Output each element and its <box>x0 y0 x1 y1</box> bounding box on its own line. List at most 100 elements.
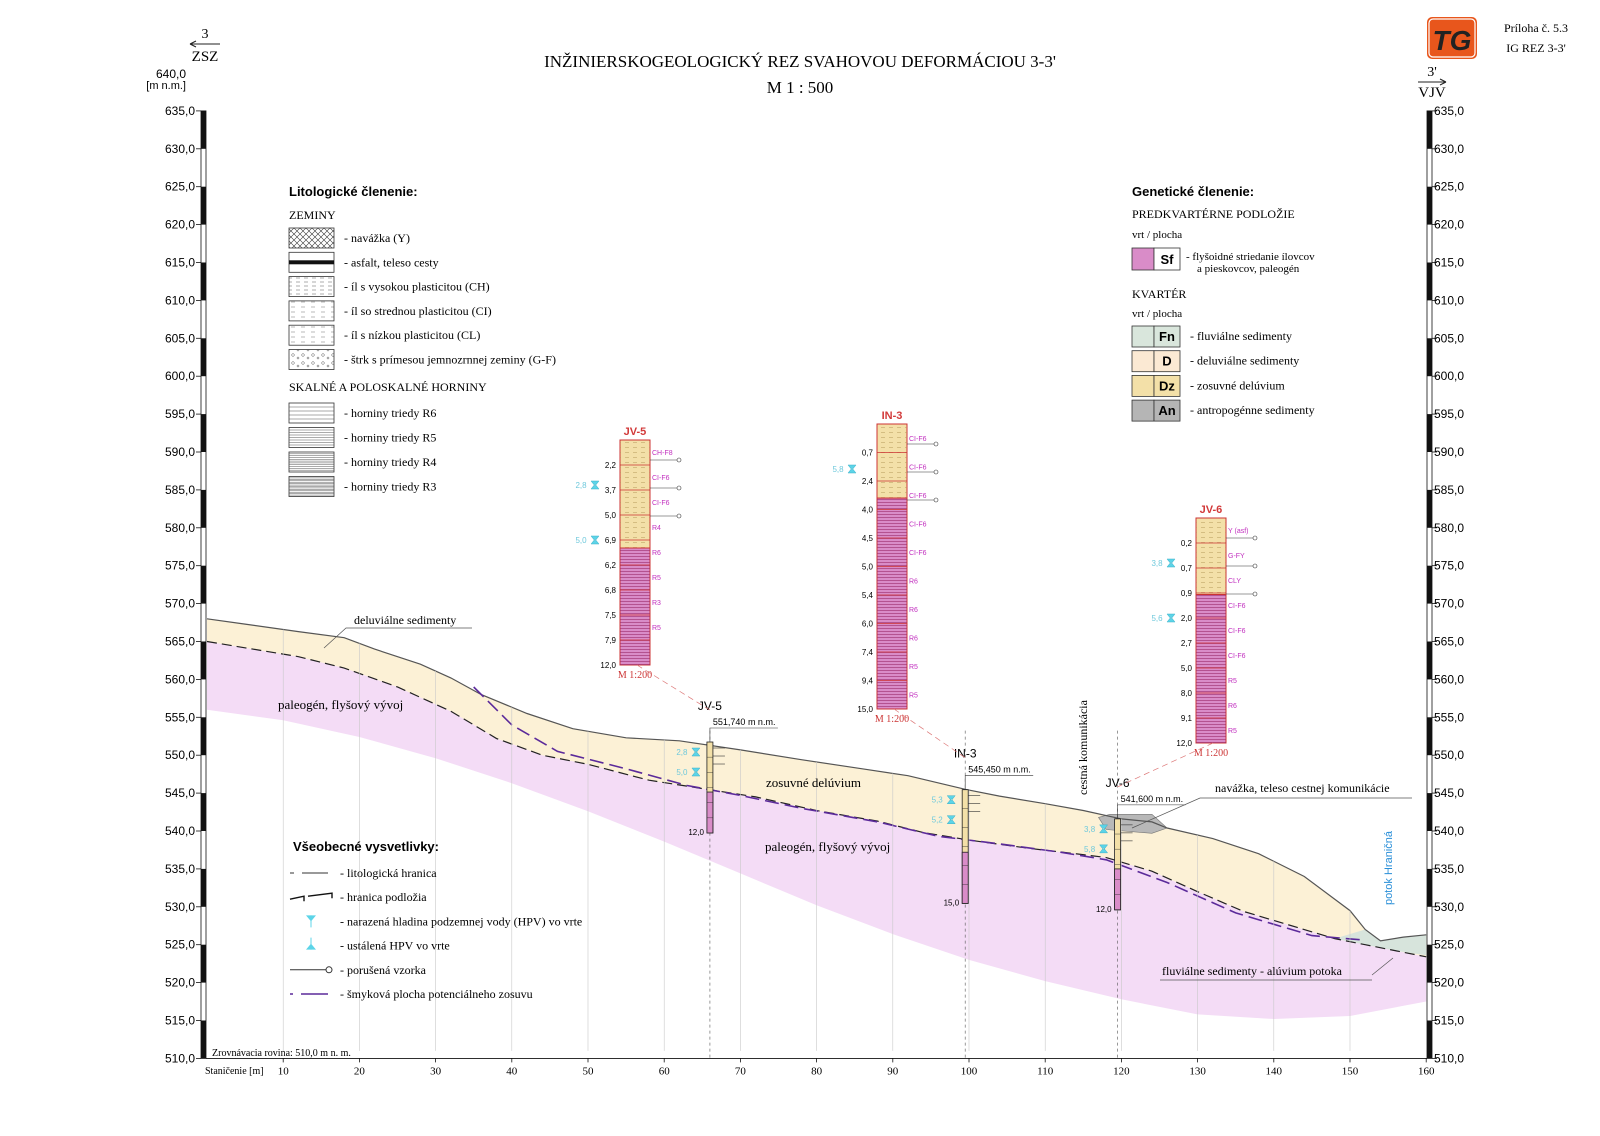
elev-label-right: 590,0 <box>1434 445 1464 459</box>
prequat-heading: PREDKVARTÉRNE PODLOŽIE <box>1132 207 1295 221</box>
log-scale: M 1:200 <box>875 714 909 725</box>
log-depth: 0,2 <box>1181 539 1193 548</box>
legend-label: - íl so strednou plasticitou (CI) <box>344 304 492 318</box>
station-label: 100 <box>961 1065 978 1077</box>
general-legend-item: - hranica podložia <box>289 890 427 904</box>
elev-label-right: 525,0 <box>1434 938 1464 952</box>
general-legend-label: - šmyková plocha potenciálneho zosuvu <box>340 987 533 1001</box>
elev-unit-top: 640,0 <box>156 67 186 81</box>
station-label: 90 <box>887 1065 899 1077</box>
elev-label-left: 530,0 <box>165 900 195 914</box>
elev-label-right: 620,0 <box>1434 218 1464 232</box>
soils-heading: ZEMINY <box>289 208 336 222</box>
scale-segment <box>201 414 206 452</box>
genetic-swatch-left <box>1131 399 1155 422</box>
log-class: R6 <box>909 579 918 586</box>
legend-swatch <box>288 300 335 322</box>
log-rock-pattern <box>877 498 907 709</box>
borehole-logs: JV-5 2,2 3,7 5,0 6,9 6,2 6,8 7,5 7,9 12,0 CH-F8 CI-… <box>575 410 1258 788</box>
elev-label-right: 515,0 <box>1434 1014 1464 1028</box>
general-legend-item: - porušená vzorka <box>290 963 427 977</box>
genetic-legend: Genetické členenie: PREDKVARTÉRNE PODLOŽ… <box>1131 184 1315 422</box>
genetic-label: - deluviálne sedimenty <box>1190 354 1299 368</box>
log-title: JV-5 <box>624 426 647 438</box>
scale-segment <box>1427 414 1432 452</box>
log-class: R5 <box>1228 678 1237 685</box>
genetic-label: - fluviálne sedimenty <box>1190 329 1292 343</box>
legend-swatch <box>288 324 335 346</box>
legend-swatch <box>288 276 335 298</box>
elev-label-right: 510,0 <box>1434 1051 1464 1065</box>
gw-value: 5,3 <box>932 796 944 805</box>
elev-label-right: 635,0 <box>1434 104 1464 118</box>
elev-label-left: 570,0 <box>165 597 195 611</box>
log-depth: 12,0 <box>600 661 616 670</box>
fluvial-zone <box>1334 929 1427 956</box>
boreholes-in-section: JV-5 551,740 m n.m. 12,0 2,8 5,0 IN-3 545,450 … <box>676 699 1186 1059</box>
lithology-legend-item: - horniny triedy R4 <box>288 451 436 473</box>
log-connector <box>1117 742 1214 788</box>
sample-icon <box>676 485 682 491</box>
elev-label-right: 615,0 <box>1434 256 1464 270</box>
scale-segment <box>1427 717 1432 756</box>
scale-segment <box>1427 110 1432 149</box>
general-legend-label: - hranica podložia <box>340 890 427 904</box>
annex-label: Príloha č. 5.3 <box>1504 21 1568 35</box>
genetic-legend-item: Dz - zosuvné delúvium <box>1131 374 1285 397</box>
legend-label: - štrk s prímesou jemnozrnnej zeminy (G-… <box>344 353 556 367</box>
chainage-label: Staničenie [m] <box>205 1066 264 1077</box>
leader-road-fill <box>1131 797 1412 829</box>
terrain-line <box>206 618 1427 942</box>
elev-label-left: 555,0 <box>165 710 195 724</box>
elev-label-right: 545,0 <box>1434 786 1464 800</box>
label-road: cestná komunikácia <box>1076 699 1090 795</box>
scale-segment <box>201 565 206 604</box>
elev-label-left: 585,0 <box>165 483 195 497</box>
borehole-elevation: 541,600 m n.m. <box>1121 794 1184 804</box>
log-class: R5 <box>909 664 918 671</box>
elev-label-left: 630,0 <box>165 142 195 156</box>
groundwater-icon <box>590 480 600 490</box>
log-class: R6 <box>909 636 918 643</box>
log-depth: 6,9 <box>605 536 617 545</box>
scale: M 1 : 500 <box>767 78 834 97</box>
log-class: Y (asf) <box>1228 528 1249 535</box>
genetic-swatch-left <box>1131 247 1155 271</box>
borehole-id: JV-6 <box>1106 776 1130 790</box>
log-depth: 2,2 <box>605 461 617 470</box>
genetic-legend-title: Genetické členenie: <box>1132 184 1254 199</box>
genetic-swatch-left <box>1131 350 1155 373</box>
genetic-code-box <box>1153 374 1181 397</box>
log-rock-pattern <box>1196 594 1226 743</box>
scale-segment <box>201 1020 206 1059</box>
borehole-depth: 15,0 <box>944 898 960 907</box>
log-soil-pattern <box>1196 518 1226 595</box>
sample-icon <box>676 457 682 463</box>
station-label: 120 <box>1113 1065 1130 1077</box>
log-class: CI-F6 <box>1228 653 1246 660</box>
scale-segment <box>201 262 206 301</box>
scale-segment <box>1427 793 1432 831</box>
station-label: 20 <box>354 1065 366 1077</box>
legend-label: - horniny triedy R4 <box>344 455 436 469</box>
elev-label-left: 550,0 <box>165 748 195 762</box>
log-scale: M 1:200 <box>1194 748 1228 759</box>
log-soil-pattern <box>620 440 650 548</box>
legend-swatch <box>288 227 335 249</box>
elev-label-left: 610,0 <box>165 293 195 307</box>
genetic-legend-item: Fn - fluviálne sedimenty <box>1131 325 1292 348</box>
genetic-code-box <box>1153 247 1181 271</box>
log-connector <box>893 708 966 758</box>
lithology-legend-item: - štrk s prímesou jemnozrnnej zeminy (G-… <box>288 349 556 370</box>
elev-label-left: 615,0 <box>165 256 195 270</box>
gw-value: 5,8 <box>832 465 844 474</box>
log-class: CH-F8 <box>652 450 673 457</box>
station-label: 30 <box>430 1065 442 1077</box>
log-depth: 0,7 <box>862 449 874 458</box>
genetic-code-box <box>1153 325 1181 348</box>
station-label: 140 <box>1266 1065 1283 1077</box>
general-legend-label: - litologická hranica <box>340 866 437 880</box>
gw-value: 3,8 <box>1084 825 1096 834</box>
general-legend-item: - litologická hranica <box>290 866 437 880</box>
quat-sub: vrt / plocha <box>1132 308 1182 320</box>
